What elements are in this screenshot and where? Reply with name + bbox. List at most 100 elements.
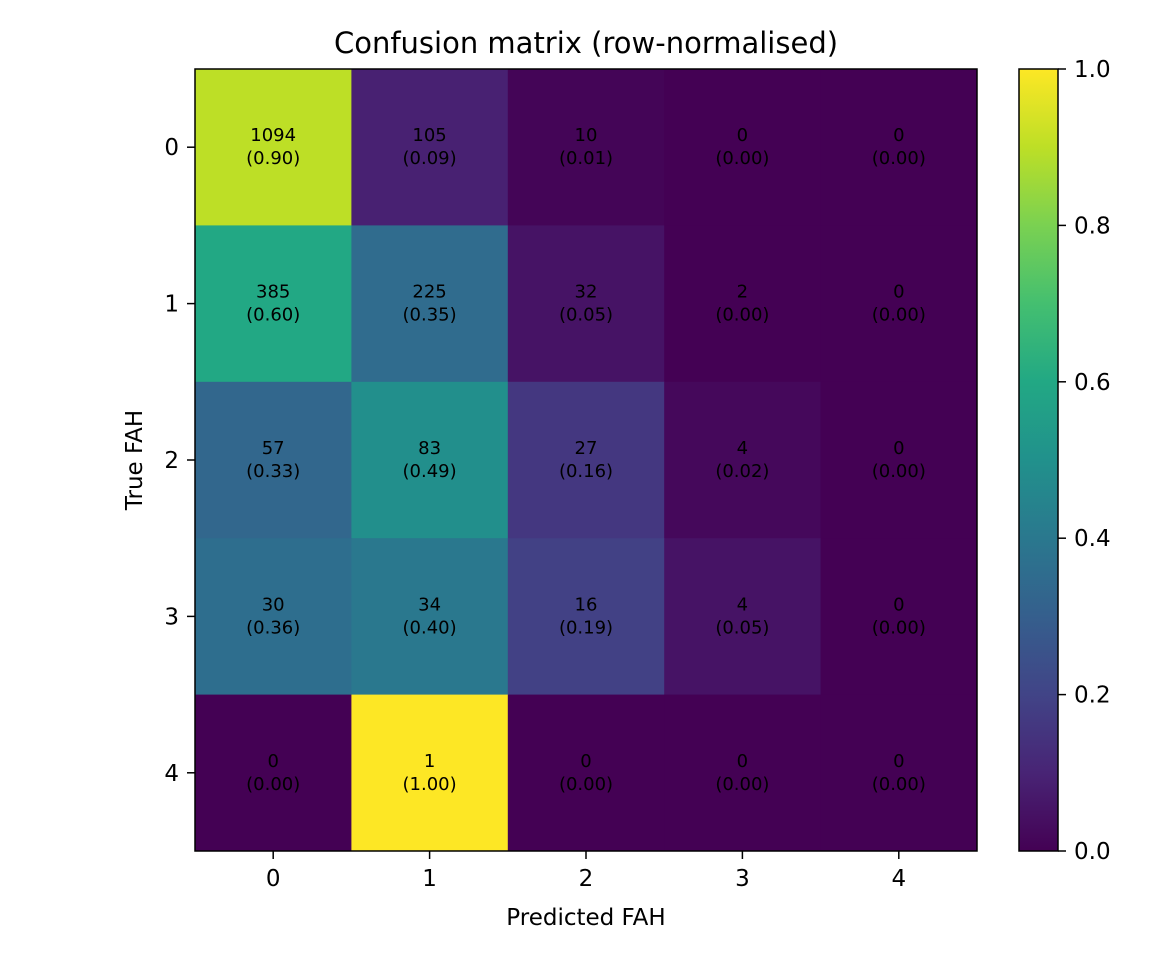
cell-ratio-r4-c4: (0.00) [872, 774, 926, 795]
cell-count-r0-c2: 10 [575, 125, 598, 146]
y-tick-label-1: 1 [164, 292, 179, 318]
cell-count-r1-c0: 385 [256, 282, 290, 303]
cell-ratio-r4-c3: (0.00) [715, 774, 769, 795]
cell-ratio-r4-c2: (0.00) [559, 774, 613, 795]
colorbar-ticks: 0.0 0.2 0.4 0.6 0.8 1.0 [1058, 57, 1111, 865]
cell-ratio-r2-c0: (0.33) [246, 461, 300, 482]
cell-ratio-r0-c0: (0.90) [246, 148, 300, 169]
heatmap-cell-r2-c0 [195, 381, 352, 539]
cell-ratio-r1-c3: (0.00) [715, 305, 769, 326]
colorbar-tick-label-1: 0.2 [1074, 683, 1111, 709]
cell-count-r4-c2: 0 [580, 751, 591, 772]
heatmap-cell-r1-c1 [351, 225, 509, 383]
cell-ratio-r0-c3: (0.00) [715, 148, 769, 169]
colorbar-tick-label-2: 0.4 [1074, 526, 1111, 552]
cell-ratio-r1-c0: (0.60) [246, 305, 300, 326]
cell-ratio-r0-c4: (0.00) [872, 148, 926, 169]
heatmap-cell-r0-c2 [507, 69, 665, 226]
colorbar-tick-label-0: 0.0 [1074, 839, 1111, 865]
cell-ratio-r1-c4: (0.00) [872, 305, 926, 326]
cell-ratio-r4-c0: (0.00) [246, 774, 300, 795]
cell-count-r1-c2: 32 [575, 282, 598, 303]
cell-ratio-r3-c3: (0.05) [715, 617, 769, 638]
cell-count-r2-c0: 57 [262, 438, 285, 459]
cell-ratio-r3-c2: (0.19) [559, 617, 613, 638]
heatmap-cell-r0-c1 [351, 69, 509, 226]
y-tick-label-3: 3 [164, 604, 179, 630]
cell-count-r1-c3: 2 [737, 282, 748, 303]
heatmap-cells [195, 69, 978, 852]
cell-ratio-r2-c2: (0.16) [559, 461, 613, 482]
colorbar-tick-label-3: 0.6 [1074, 370, 1111, 396]
cell-count-r4-c4: 0 [893, 751, 904, 772]
cell-count-r2-c4: 0 [893, 438, 904, 459]
heatmap-cell-r3-c3 [664, 538, 822, 696]
x-tick-label-1: 1 [422, 866, 437, 892]
cell-count-r0-c0: 1094 [250, 125, 296, 146]
cell-count-r2-c3: 4 [737, 438, 748, 459]
cell-ratio-r2-c3: (0.02) [715, 461, 769, 482]
heatmap-cell-r3-c4 [820, 538, 978, 696]
colorbar-tick-label-5: 1.0 [1074, 57, 1111, 83]
cell-ratio-r0-c1: (0.09) [403, 148, 457, 169]
cell-ratio-r4-c1: (1.00) [403, 774, 457, 795]
cell-ratio-r2-c4: (0.00) [872, 461, 926, 482]
cell-count-r4-c1: 1 [424, 751, 435, 772]
heatmap-cell-r4-c4 [820, 694, 978, 852]
cell-count-r0-c4: 0 [893, 125, 904, 146]
cell-count-r2-c1: 83 [418, 438, 441, 459]
heatmap-cell-labels: 1094(0.90)105(0.09)10(0.01)0(0.00)0(0.00… [246, 125, 926, 795]
cell-ratio-r1-c2: (0.05) [559, 305, 613, 326]
cell-ratio-r0-c2: (0.01) [559, 148, 613, 169]
cell-count-r1-c1: 225 [412, 282, 446, 303]
cell-count-r4-c0: 0 [267, 751, 278, 772]
heatmap-cell-r3-c0 [195, 538, 352, 696]
colorbar-tick-label-4: 0.8 [1074, 213, 1111, 239]
cell-ratio-r3-c1: (0.40) [403, 617, 457, 638]
heatmap-cell-r2-c4 [820, 381, 978, 539]
heatmap-cell-r0-c4 [820, 69, 978, 226]
x-axis-ticks: 0 1 2 3 4 [266, 851, 906, 892]
heatmap-cell-r4-c2 [507, 694, 665, 852]
cell-count-r3-c1: 34 [418, 594, 441, 615]
heatmap-cell-r4-c3 [664, 694, 822, 852]
heatmap-cell-r1-c3 [664, 225, 822, 383]
heatmap-cell-r2-c2 [507, 381, 665, 539]
cell-ratio-r1-c1: (0.35) [403, 305, 457, 326]
heatmap-cell-r1-c0 [195, 225, 352, 383]
y-axis-ticks: 0 1 2 3 4 [164, 135, 195, 787]
heatmap-cell-r1-c2 [507, 225, 665, 383]
y-axis-label: True FAH [122, 410, 148, 511]
heatmap-cell-r4-c0 [195, 694, 352, 852]
cell-count-r2-c2: 27 [575, 438, 598, 459]
heatmap-cell-r0-c3 [664, 69, 822, 226]
cell-ratio-r3-c4: (0.00) [872, 617, 926, 638]
cell-ratio-r3-c0: (0.36) [246, 617, 300, 638]
cell-count-r0-c1: 105 [412, 125, 446, 146]
cell-count-r0-c3: 0 [737, 125, 748, 146]
cell-count-r4-c3: 0 [737, 751, 748, 772]
cell-count-r3-c2: 16 [575, 594, 598, 615]
heatmap-cell-r3-c1 [351, 538, 509, 696]
cell-ratio-r2-c1: (0.49) [403, 461, 457, 482]
cell-count-r3-c4: 0 [893, 594, 904, 615]
y-tick-label-2: 2 [164, 448, 179, 474]
x-tick-label-2: 2 [579, 866, 594, 892]
colorbar [1018, 68, 1059, 852]
x-axis-label: Predicted FAH [506, 905, 665, 931]
cell-count-r3-c0: 30 [262, 594, 285, 615]
chart-title: Confusion matrix (row-normalised) [334, 26, 838, 60]
heatmap-cell-r4-c1 [351, 694, 509, 852]
y-tick-label-0: 0 [164, 135, 179, 161]
x-tick-label-3: 3 [735, 866, 750, 892]
heatmap-cell-r0-c0 [195, 69, 352, 226]
x-tick-label-4: 4 [891, 866, 906, 892]
heatmap-cell-r3-c2 [507, 538, 665, 696]
heatmap-cell-r2-c3 [664, 381, 822, 539]
x-tick-label-0: 0 [266, 866, 281, 892]
cell-count-r1-c4: 0 [893, 282, 904, 303]
y-tick-label-4: 4 [164, 761, 179, 787]
heatmap-cell-r1-c4 [820, 225, 978, 383]
heatmap-cell-r2-c1 [351, 381, 509, 539]
